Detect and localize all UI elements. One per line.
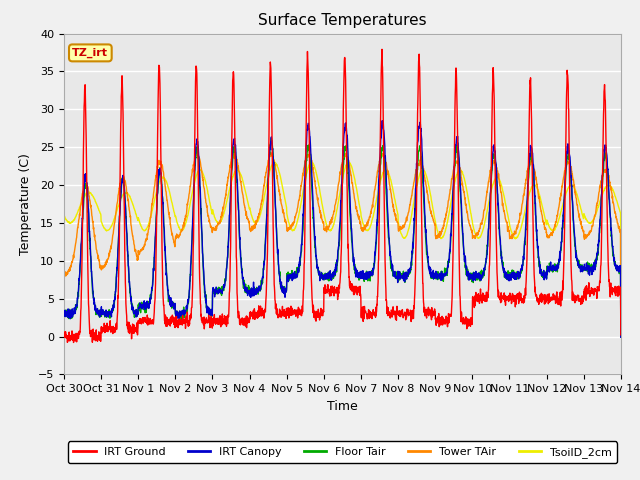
X-axis label: Time: Time xyxy=(327,400,358,413)
Title: Surface Temperatures: Surface Temperatures xyxy=(258,13,427,28)
Y-axis label: Temperature (C): Temperature (C) xyxy=(19,153,33,255)
Legend: IRT Ground, IRT Canopy, Floor Tair, Tower TAir, TsoilD_2cm: IRT Ground, IRT Canopy, Floor Tair, Towe… xyxy=(68,441,617,463)
Text: TZ_irt: TZ_irt xyxy=(72,48,108,58)
